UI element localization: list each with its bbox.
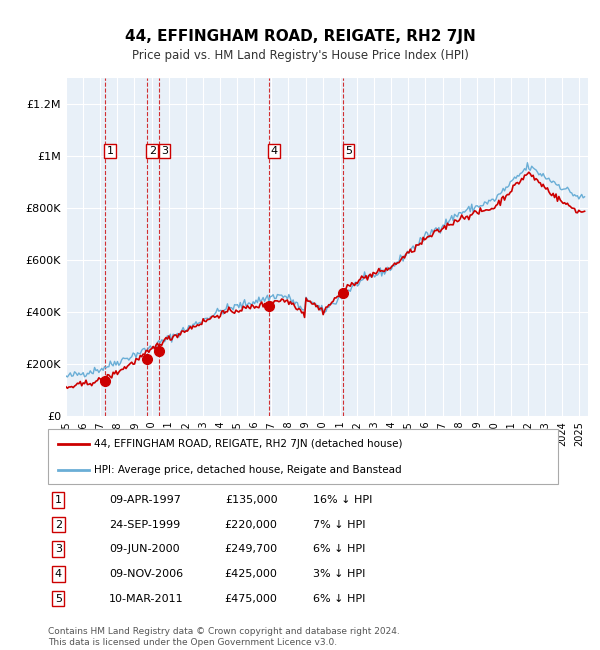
Text: £425,000: £425,000 bbox=[224, 569, 277, 579]
Text: 09-JUN-2000: 09-JUN-2000 bbox=[109, 544, 180, 554]
Text: £220,000: £220,000 bbox=[224, 519, 277, 530]
Text: 1: 1 bbox=[55, 495, 62, 505]
Text: 10-MAR-2011: 10-MAR-2011 bbox=[109, 593, 184, 604]
Text: 6% ↓ HPI: 6% ↓ HPI bbox=[313, 593, 365, 604]
Text: Contains HM Land Registry data © Crown copyright and database right 2024.
This d: Contains HM Land Registry data © Crown c… bbox=[48, 627, 400, 647]
Text: 44, EFFINGHAM ROAD, REIGATE, RH2 7JN (detached house): 44, EFFINGHAM ROAD, REIGATE, RH2 7JN (de… bbox=[94, 439, 403, 449]
Text: 2: 2 bbox=[55, 519, 62, 530]
Text: HPI: Average price, detached house, Reigate and Banstead: HPI: Average price, detached house, Reig… bbox=[94, 465, 401, 475]
Text: 5: 5 bbox=[55, 593, 62, 604]
FancyBboxPatch shape bbox=[48, 429, 558, 484]
Text: 5: 5 bbox=[345, 146, 352, 156]
Text: 6% ↓ HPI: 6% ↓ HPI bbox=[313, 544, 365, 554]
Text: £135,000: £135,000 bbox=[225, 495, 277, 505]
Text: £475,000: £475,000 bbox=[224, 593, 277, 604]
Text: Price paid vs. HM Land Registry's House Price Index (HPI): Price paid vs. HM Land Registry's House … bbox=[131, 49, 469, 62]
Text: 09-APR-1997: 09-APR-1997 bbox=[109, 495, 181, 505]
Text: 7% ↓ HPI: 7% ↓ HPI bbox=[313, 519, 366, 530]
Text: 3: 3 bbox=[161, 146, 168, 156]
Text: 4: 4 bbox=[55, 569, 62, 579]
Text: 3% ↓ HPI: 3% ↓ HPI bbox=[313, 569, 365, 579]
Text: £249,700: £249,700 bbox=[224, 544, 277, 554]
Text: 24-SEP-1999: 24-SEP-1999 bbox=[109, 519, 181, 530]
Text: 16% ↓ HPI: 16% ↓ HPI bbox=[313, 495, 373, 505]
Text: 09-NOV-2006: 09-NOV-2006 bbox=[109, 569, 184, 579]
Text: 1: 1 bbox=[107, 146, 113, 156]
Text: 44, EFFINGHAM ROAD, REIGATE, RH2 7JN: 44, EFFINGHAM ROAD, REIGATE, RH2 7JN bbox=[125, 29, 475, 44]
Text: 4: 4 bbox=[271, 146, 278, 156]
Text: 3: 3 bbox=[55, 544, 62, 554]
Text: 2: 2 bbox=[149, 146, 156, 156]
